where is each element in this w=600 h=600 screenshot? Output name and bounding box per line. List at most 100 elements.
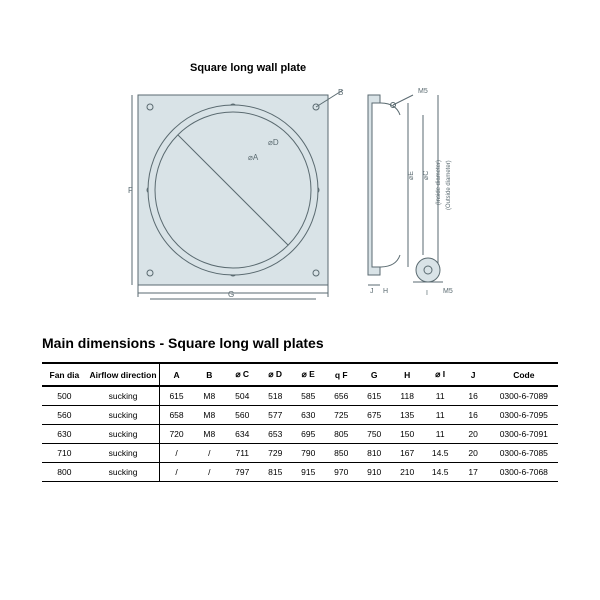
diagram-title: Square long wall plate: [190, 62, 306, 74]
table-cell: /: [160, 463, 193, 482]
table-cell: 658: [160, 406, 193, 425]
dim-label-M5: M5: [418, 88, 428, 95]
table-cell: 518: [259, 386, 292, 406]
table-cell: 711: [226, 444, 259, 463]
table-cell: 675: [358, 406, 391, 425]
table-cell: 504: [226, 386, 259, 406]
table-cell: /: [193, 444, 226, 463]
table-cell: 500: [42, 386, 87, 406]
dim-label-diaD: ⌀D: [268, 138, 279, 147]
table-header-row: Fan dia Airflow direction A B ⌀ C ⌀ D ⌀ …: [42, 363, 558, 386]
table-cell: 720: [160, 425, 193, 444]
svg-text:F: F: [128, 186, 133, 195]
table-row: 630sucking720M86346536958057501501120030…: [42, 425, 558, 444]
col-header: ⌀ E: [292, 363, 325, 386]
table-cell: 0300-6-7068: [490, 463, 558, 482]
col-header: ⌀ I: [424, 363, 457, 386]
table-row: 710sucking//71172979085081016714.5200300…: [42, 444, 558, 463]
table-cell: 850: [325, 444, 358, 463]
dim-label-J: J: [370, 288, 374, 295]
table-cell: 750: [358, 425, 391, 444]
table-cell: 11: [424, 386, 457, 406]
table-cell: 970: [325, 463, 358, 482]
table-cell: sucking: [87, 425, 160, 444]
col-header: q F: [325, 363, 358, 386]
table-title: Main dimensions - Square long wall plate…: [42, 335, 324, 351]
dim-label-I: I: [426, 290, 428, 297]
table-cell: M8: [193, 406, 226, 425]
table-cell: 634: [226, 425, 259, 444]
table-cell: 11: [424, 425, 457, 444]
table-cell: 585: [292, 386, 325, 406]
col-header: H: [391, 363, 424, 386]
col-header: A: [160, 363, 193, 386]
table-cell: 725: [325, 406, 358, 425]
table-cell: 615: [160, 386, 193, 406]
table-cell: 118: [391, 386, 424, 406]
table-cell: 16: [457, 406, 490, 425]
table-cell: M8: [193, 386, 226, 406]
table-cell: 695: [292, 425, 325, 444]
table-cell: /: [193, 463, 226, 482]
table-cell: sucking: [87, 444, 160, 463]
col-header: Code: [490, 363, 558, 386]
table-cell: 815: [259, 463, 292, 482]
table-cell: 810: [358, 444, 391, 463]
table-row: 800sucking//79781591597091021014.5170300…: [42, 463, 558, 482]
dim-label-inside: (Inside diameter): [436, 160, 442, 205]
dim-label-outside: (Outside diameter): [446, 160, 452, 210]
table-cell: 729: [259, 444, 292, 463]
table-cell: 150: [391, 425, 424, 444]
dim-label-g: G: [228, 290, 234, 299]
table-cell: 910: [358, 463, 391, 482]
technical-diagram: F G ⌀D ⌀A B M5 ⌀E ⌀C (Inside diameter) (…: [128, 85, 508, 300]
col-header: J: [457, 363, 490, 386]
table-cell: 14.5: [424, 463, 457, 482]
dim-label-diaC: ⌀C: [423, 171, 430, 180]
table-cell: sucking: [87, 406, 160, 425]
table-cell: 560: [226, 406, 259, 425]
table-cell: 0300-6-7091: [490, 425, 558, 444]
table-cell: sucking: [87, 463, 160, 482]
table-cell: 577: [259, 406, 292, 425]
col-header: Fan dia: [42, 363, 87, 386]
dimensions-table: Fan dia Airflow direction A B ⌀ C ⌀ D ⌀ …: [42, 362, 558, 482]
table-cell: 135: [391, 406, 424, 425]
table-cell: /: [160, 444, 193, 463]
table-cell: 797: [226, 463, 259, 482]
table-cell: M8: [193, 425, 226, 444]
col-header: ⌀ C: [226, 363, 259, 386]
table-cell: 11: [424, 406, 457, 425]
table-cell: 14.5: [424, 444, 457, 463]
table-cell: 915: [292, 463, 325, 482]
table-cell: 167: [391, 444, 424, 463]
table-cell: 17: [457, 463, 490, 482]
table-cell: 0300-6-7089: [490, 386, 558, 406]
table-cell: sucking: [87, 386, 160, 406]
table-cell: 615: [358, 386, 391, 406]
col-header: Airflow direction: [87, 363, 160, 386]
table-cell: 630: [42, 425, 87, 444]
table-cell: 710: [42, 444, 87, 463]
col-header: B: [193, 363, 226, 386]
table-cell: 656: [325, 386, 358, 406]
table-cell: 20: [457, 444, 490, 463]
dim-label-H: H: [383, 288, 388, 295]
table-cell: 560: [42, 406, 87, 425]
table-cell: 805: [325, 425, 358, 444]
table-cell: 0300-6-7095: [490, 406, 558, 425]
table-cell: 630: [292, 406, 325, 425]
dim-label-B: B: [338, 88, 343, 97]
table-row: 500sucking615M85045185856566151181116030…: [42, 386, 558, 406]
table-cell: 653: [259, 425, 292, 444]
table-row: 560sucking658M85605776307256751351116030…: [42, 406, 558, 425]
table-cell: 20: [457, 425, 490, 444]
dim-label-diaA: ⌀A: [248, 153, 259, 162]
table-cell: 790: [292, 444, 325, 463]
table-cell: 800: [42, 463, 87, 482]
dim-label-diaE: ⌀E: [408, 171, 415, 180]
table-cell: 0300-6-7085: [490, 444, 558, 463]
table-cell: 210: [391, 463, 424, 482]
dim-label-M5b: M5: [443, 288, 453, 295]
col-header: ⌀ D: [259, 363, 292, 386]
